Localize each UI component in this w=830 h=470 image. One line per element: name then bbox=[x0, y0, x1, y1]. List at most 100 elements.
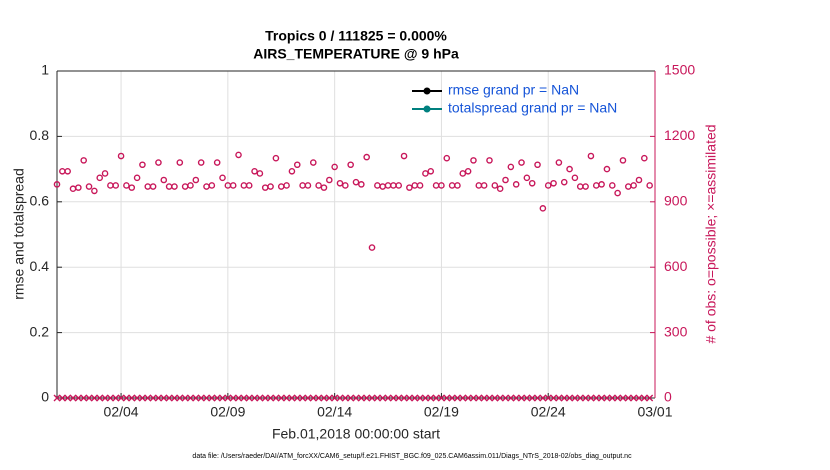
obs-assimilated bbox=[469, 394, 477, 402]
obs-assimilated bbox=[176, 394, 184, 402]
obs-assimilated bbox=[283, 394, 291, 402]
obs-possible bbox=[646, 182, 653, 189]
obs-possible bbox=[283, 182, 290, 189]
obs-assimilated bbox=[261, 394, 269, 402]
obs-possible bbox=[139, 161, 146, 169]
obs-possible bbox=[277, 183, 285, 190]
obs-assimilated bbox=[566, 394, 574, 402]
obs-assimilated bbox=[96, 394, 104, 402]
obs-possible bbox=[219, 174, 226, 182]
obs-assimilated bbox=[416, 394, 424, 402]
obs-assimilated bbox=[571, 394, 579, 402]
obs-possible bbox=[326, 176, 333, 184]
obs-assimilated bbox=[293, 394, 301, 402]
obs-possible bbox=[181, 183, 189, 190]
obs-possible bbox=[448, 182, 456, 189]
obs-assimilated bbox=[491, 394, 499, 402]
obs-possible bbox=[587, 152, 595, 160]
obs-possible bbox=[240, 182, 248, 189]
obs-assimilated bbox=[453, 394, 461, 402]
obs-possible bbox=[619, 157, 627, 164]
obs-assimilated bbox=[347, 394, 355, 402]
x-tick-label: 02/09 bbox=[210, 404, 245, 420]
obs-possible bbox=[427, 167, 435, 175]
obs-possible bbox=[197, 159, 205, 166]
y-tick-label: 0.2 bbox=[30, 323, 50, 339]
obs-assimilated bbox=[208, 394, 216, 402]
obs-assimilated bbox=[64, 394, 72, 402]
y-tick-label: 0.8 bbox=[30, 127, 50, 143]
obs-possible bbox=[261, 184, 269, 191]
obs-possible bbox=[101, 170, 109, 177]
obs-assimilated bbox=[117, 394, 125, 402]
obs-assimilated bbox=[320, 394, 328, 402]
obs-assimilated bbox=[213, 394, 221, 402]
obs-assimilated bbox=[555, 394, 563, 402]
obs-assimilated bbox=[352, 394, 360, 402]
obs-assimilated bbox=[534, 394, 542, 402]
obs-assimilated bbox=[411, 394, 419, 402]
obs-assimilated bbox=[624, 394, 632, 402]
obs-assimilated bbox=[619, 394, 627, 402]
obs-assimilated bbox=[459, 394, 467, 402]
obs-possible bbox=[213, 159, 221, 166]
obs-assimilated bbox=[475, 394, 483, 402]
obs-possible bbox=[534, 161, 541, 169]
obs-assimilated bbox=[235, 394, 243, 402]
obs-assimilated bbox=[277, 394, 285, 402]
obs-possible bbox=[315, 182, 322, 189]
obs-assimilated bbox=[58, 394, 66, 402]
obs-assimilated bbox=[106, 394, 114, 402]
obs-assimilated bbox=[197, 394, 205, 402]
obs-possible bbox=[176, 159, 184, 166]
obs-assimilated bbox=[528, 394, 536, 402]
legend-marker bbox=[423, 87, 431, 95]
obs-possible bbox=[400, 152, 408, 160]
obs-possible bbox=[432, 182, 440, 189]
obs-assimilated bbox=[432, 394, 440, 402]
obs-possible bbox=[512, 181, 520, 188]
obs-possible bbox=[374, 182, 381, 189]
obs-possible bbox=[299, 182, 306, 189]
obs-possible bbox=[608, 182, 616, 189]
obs-assimilated bbox=[69, 394, 77, 402]
obs-assimilated bbox=[389, 394, 397, 402]
obs-possible bbox=[256, 170, 264, 177]
obs-assimilated bbox=[336, 394, 344, 402]
y2-tick-label: 900 bbox=[664, 193, 688, 209]
obs-possible bbox=[464, 167, 472, 175]
obs-possible bbox=[363, 153, 370, 161]
obs-possible bbox=[117, 152, 125, 160]
obs-assimilated bbox=[576, 394, 584, 402]
obs-possible bbox=[422, 170, 429, 177]
obs-possible bbox=[395, 182, 403, 189]
obs-assimilated bbox=[251, 394, 259, 402]
obs-possible bbox=[496, 185, 504, 193]
obs-possible bbox=[507, 163, 515, 171]
obs-possible bbox=[470, 157, 477, 164]
obs-assimilated bbox=[640, 394, 648, 402]
obs-assimilated bbox=[133, 394, 141, 402]
obs-possible bbox=[539, 205, 547, 212]
obs-possible bbox=[528, 179, 536, 187]
obs-assimilated bbox=[74, 394, 82, 402]
obs-assimilated bbox=[550, 394, 558, 402]
obs-assimilated bbox=[427, 394, 435, 402]
obs-possible bbox=[480, 182, 488, 189]
obs-assimilated bbox=[507, 394, 515, 402]
obs-assimilated bbox=[272, 394, 280, 402]
obs-possible bbox=[112, 182, 120, 189]
obs-assimilated bbox=[309, 394, 317, 402]
obs-possible bbox=[614, 189, 621, 197]
y2-tick-label: 0 bbox=[664, 389, 672, 405]
obs-possible bbox=[192, 176, 200, 184]
obs-assimilated bbox=[256, 394, 264, 402]
obs-possible bbox=[69, 185, 77, 193]
obs-possible bbox=[475, 182, 483, 189]
obs-assimilated bbox=[112, 394, 120, 402]
obs-possible bbox=[347, 161, 354, 169]
y2-tick-label: 300 bbox=[664, 323, 688, 339]
obs-possible bbox=[603, 165, 611, 173]
obs-assimilated bbox=[85, 394, 93, 402]
obs-possible bbox=[85, 183, 93, 190]
